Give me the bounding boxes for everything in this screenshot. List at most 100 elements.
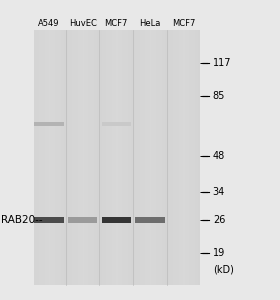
Bar bbox=[56, 30, 58, 285]
Bar bbox=[94, 30, 96, 285]
Bar bbox=[58, 30, 59, 285]
Bar bbox=[84, 30, 86, 285]
Text: 117: 117 bbox=[213, 58, 231, 68]
Bar bbox=[68, 217, 97, 223]
Bar bbox=[176, 30, 178, 285]
Bar bbox=[83, 30, 84, 285]
Bar bbox=[162, 30, 163, 285]
Bar bbox=[37, 30, 39, 285]
Bar bbox=[115, 30, 116, 285]
Bar bbox=[194, 30, 195, 285]
Bar bbox=[127, 30, 128, 285]
Bar bbox=[34, 217, 64, 223]
Bar bbox=[143, 30, 144, 285]
Bar bbox=[188, 30, 189, 285]
Bar bbox=[71, 30, 72, 285]
Bar bbox=[197, 30, 198, 285]
Bar bbox=[43, 30, 45, 285]
Text: A549: A549 bbox=[38, 20, 60, 28]
Text: 34: 34 bbox=[213, 187, 225, 197]
Bar bbox=[59, 30, 61, 285]
Bar bbox=[135, 30, 165, 285]
Bar bbox=[141, 30, 143, 285]
Bar bbox=[106, 30, 107, 285]
Bar bbox=[154, 30, 156, 285]
Bar bbox=[118, 30, 119, 285]
Bar bbox=[62, 30, 64, 285]
Bar bbox=[128, 30, 129, 285]
Text: 85: 85 bbox=[213, 91, 225, 101]
Bar bbox=[91, 30, 93, 285]
Bar bbox=[46, 30, 48, 285]
Bar bbox=[80, 30, 81, 285]
Bar bbox=[191, 30, 192, 285]
Text: (kD): (kD) bbox=[213, 265, 234, 275]
Text: MCF7: MCF7 bbox=[104, 20, 128, 28]
Bar bbox=[144, 30, 145, 285]
Bar bbox=[78, 30, 80, 285]
Bar bbox=[101, 217, 131, 223]
Bar bbox=[153, 30, 154, 285]
Bar bbox=[90, 30, 91, 285]
Bar bbox=[172, 30, 173, 285]
Bar bbox=[185, 30, 186, 285]
Bar bbox=[175, 30, 176, 285]
Bar bbox=[75, 30, 77, 285]
Bar bbox=[68, 30, 97, 285]
Bar bbox=[157, 30, 158, 285]
Bar bbox=[135, 217, 165, 223]
Bar bbox=[103, 30, 104, 285]
Bar bbox=[101, 30, 131, 285]
Bar bbox=[163, 30, 165, 285]
Bar bbox=[182, 30, 183, 285]
Bar bbox=[34, 30, 64, 285]
Bar bbox=[48, 30, 49, 285]
Bar bbox=[139, 30, 141, 285]
Bar bbox=[123, 30, 125, 285]
Bar bbox=[110, 30, 112, 285]
Bar bbox=[122, 30, 123, 285]
Bar bbox=[53, 30, 55, 285]
Bar bbox=[45, 30, 46, 285]
Bar bbox=[40, 30, 42, 285]
Text: HuvEC: HuvEC bbox=[69, 20, 97, 28]
Bar bbox=[158, 30, 160, 285]
Bar bbox=[145, 30, 147, 285]
Bar bbox=[85, 30, 87, 285]
Bar bbox=[192, 30, 194, 285]
Bar bbox=[129, 30, 131, 285]
Bar bbox=[173, 30, 175, 285]
Bar bbox=[36, 30, 37, 285]
Bar bbox=[34, 30, 200, 285]
Bar bbox=[170, 30, 172, 285]
Bar bbox=[119, 30, 121, 285]
Bar bbox=[186, 30, 188, 285]
Text: 48: 48 bbox=[213, 151, 225, 161]
Bar bbox=[34, 122, 64, 126]
Bar bbox=[50, 30, 52, 285]
Bar bbox=[39, 30, 40, 285]
Bar bbox=[34, 30, 36, 285]
Bar bbox=[180, 30, 182, 285]
Bar bbox=[69, 30, 71, 285]
Bar bbox=[113, 30, 115, 285]
Bar bbox=[169, 30, 198, 285]
Bar bbox=[74, 30, 75, 285]
Bar bbox=[195, 30, 197, 285]
Bar bbox=[109, 30, 110, 285]
Bar bbox=[148, 30, 150, 285]
Bar bbox=[55, 30, 56, 285]
Bar bbox=[135, 30, 137, 285]
Bar bbox=[104, 30, 106, 285]
Bar bbox=[160, 30, 162, 285]
Bar bbox=[101, 122, 131, 126]
Bar bbox=[179, 30, 180, 285]
Bar bbox=[87, 30, 88, 285]
Bar bbox=[147, 30, 148, 285]
Text: 26: 26 bbox=[213, 215, 225, 225]
Bar bbox=[178, 30, 179, 285]
Bar bbox=[125, 30, 127, 285]
Bar bbox=[150, 30, 151, 285]
Bar bbox=[93, 30, 94, 285]
Bar bbox=[81, 30, 83, 285]
